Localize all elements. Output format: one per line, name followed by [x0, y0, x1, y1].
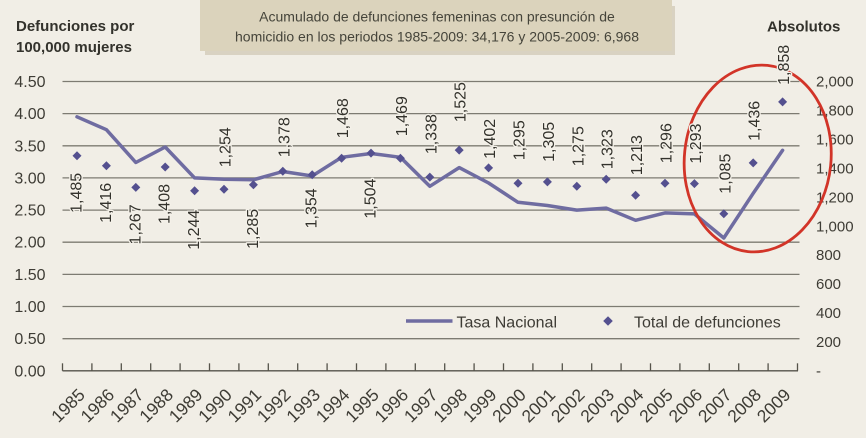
- svg-text:1,402: 1,402: [482, 119, 499, 159]
- svg-text:1,296: 1,296: [659, 123, 676, 163]
- svg-text:Absolutos: Absolutos: [767, 19, 840, 36]
- svg-text:400: 400: [816, 305, 841, 322]
- svg-text:homicidio en los periodos 1985: homicidio en los periodos 1985-2009: 34,…: [235, 29, 639, 45]
- svg-text:1.00: 1.00: [14, 299, 45, 316]
- svg-text:1,378: 1,378: [276, 117, 293, 157]
- svg-text:1,504: 1,504: [363, 179, 380, 219]
- svg-text:1,600: 1,600: [816, 131, 854, 148]
- svg-text:1,293: 1,293: [688, 123, 705, 163]
- svg-text:4.00: 4.00: [14, 106, 45, 123]
- svg-text:3.50: 3.50: [14, 138, 45, 155]
- svg-text:1,400: 1,400: [816, 160, 854, 177]
- svg-text:1,354: 1,354: [304, 188, 321, 228]
- svg-text:1,213: 1,213: [629, 135, 646, 175]
- svg-text:1,244: 1,244: [186, 210, 203, 250]
- svg-text:0.50: 0.50: [14, 331, 45, 348]
- svg-text:Tasa Nacional: Tasa Nacional: [457, 315, 558, 332]
- svg-text:Defunciones por: Defunciones por: [16, 18, 135, 35]
- svg-text:0.00: 0.00: [14, 363, 45, 380]
- svg-text:2.00: 2.00: [14, 235, 45, 252]
- svg-text:1,085: 1,085: [717, 154, 734, 194]
- svg-text:1,416: 1,416: [98, 183, 115, 223]
- svg-text:1.50: 1.50: [14, 267, 45, 284]
- svg-text:2,000: 2,000: [816, 74, 854, 91]
- svg-text:3.00: 3.00: [14, 170, 45, 187]
- svg-text:1,323: 1,323: [600, 129, 617, 169]
- svg-text:1,408: 1,408: [157, 184, 174, 224]
- svg-text:1,485: 1,485: [69, 173, 86, 213]
- svg-text:2.50: 2.50: [14, 203, 45, 220]
- svg-text:1,305: 1,305: [541, 122, 558, 162]
- svg-text:1,275: 1,275: [570, 126, 587, 166]
- svg-text:Acumulado de defunciones femen: Acumulado de defunciones femeninas con p…: [259, 9, 615, 25]
- svg-text:100,000 mujeres: 100,000 mujeres: [16, 39, 132, 56]
- svg-text:1,338: 1,338: [423, 114, 440, 154]
- svg-text:1,858: 1,858: [776, 45, 793, 85]
- svg-text:1,000: 1,000: [816, 218, 854, 235]
- svg-text:600: 600: [816, 276, 841, 293]
- svg-text:Total de defunciones: Total de defunciones: [634, 315, 781, 332]
- svg-text:1,468: 1,468: [335, 98, 352, 138]
- svg-text:4.50: 4.50: [14, 74, 45, 91]
- svg-text:1,285: 1,285: [245, 209, 262, 249]
- svg-text:-: -: [816, 363, 821, 380]
- svg-text:1,254: 1,254: [218, 127, 235, 167]
- svg-text:1,436: 1,436: [747, 101, 764, 141]
- svg-text:1,267: 1,267: [127, 204, 144, 244]
- svg-text:1,525: 1,525: [453, 82, 470, 122]
- svg-text:1,295: 1,295: [512, 120, 529, 160]
- svg-text:800: 800: [816, 247, 841, 264]
- svg-text:200: 200: [816, 334, 841, 351]
- svg-text:1,469: 1,469: [394, 96, 411, 136]
